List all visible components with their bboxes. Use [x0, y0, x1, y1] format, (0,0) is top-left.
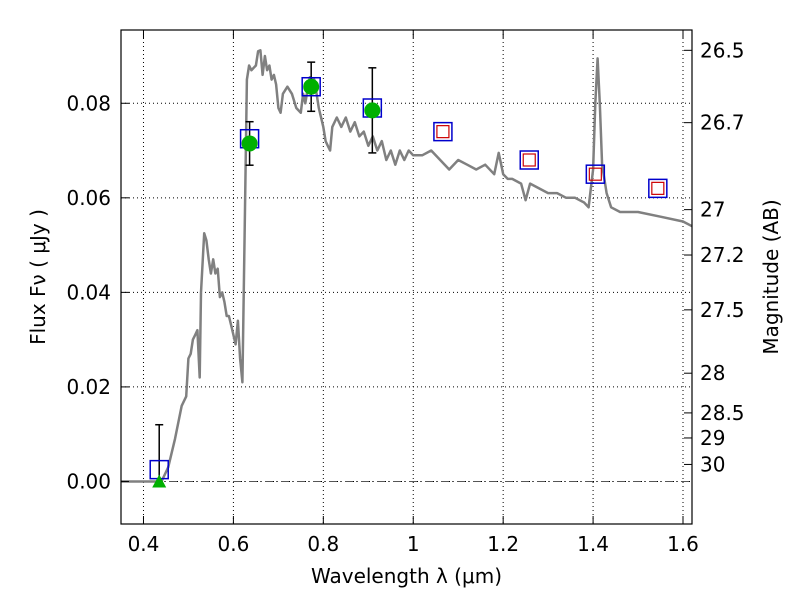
photometry-box — [519, 150, 539, 170]
y-tick-label: 0.08 — [66, 91, 111, 115]
magnitude-tick-label: 28 — [700, 361, 725, 385]
magnitude-tick-label: 27 — [700, 198, 725, 222]
grid-lines — [121, 30, 692, 524]
y-axis-ticks: 0.00 0.02 0.04 0.06 0.08 — [66, 91, 129, 493]
magnitude-tick-label: 28.5 — [700, 401, 745, 425]
y-axis-title: Flux Fν ( μJy ) — [26, 209, 50, 345]
photometry-boxes — [149, 76, 668, 480]
photometry-box — [301, 76, 321, 97]
x-axis-title: Wavelength λ (μm) — [311, 564, 502, 588]
y-tick-label: 0.00 — [66, 469, 111, 493]
x-tick-label: 0.6 — [217, 532, 249, 556]
y-tick-label: 0.02 — [66, 375, 111, 399]
magnitude-axis-title: Magnitude (AB) — [759, 199, 783, 354]
observed-point — [364, 102, 381, 119]
magnitude-tick-label: 26.5 — [700, 38, 745, 62]
observed-point — [241, 135, 258, 152]
model-spectrum-line — [121, 49, 693, 483]
photometry-inner-box — [588, 167, 602, 181]
magnitude-tick-label: 29 — [700, 426, 725, 450]
x-tick-label: 1.4 — [577, 532, 609, 556]
photometry-inner-box — [651, 181, 665, 195]
y-tick-label: 0.06 — [66, 186, 111, 210]
magnitude-tick-label: 30 — [700, 452, 725, 476]
x-tick-label: 1.2 — [487, 532, 519, 556]
x-axis-ticks: 0.4 0.6 0.8 1 1.2 1.4 1.6 — [128, 30, 699, 556]
photometry-box — [433, 121, 453, 142]
photometry-box — [585, 164, 606, 184]
photometry-box — [648, 178, 668, 199]
upper-limit-marker — [152, 474, 167, 488]
plot-frame — [120, 29, 693, 525]
x-tick-label: 1.6 — [667, 532, 699, 556]
observed-points — [152, 78, 381, 488]
magnitude-tick-label: 27.5 — [700, 298, 745, 322]
photometry-inner-box — [522, 153, 536, 167]
magnitude-tick-label: 27.2 — [700, 243, 745, 267]
x-tick-label: 0.8 — [307, 532, 339, 556]
observed-point — [303, 78, 320, 95]
x-tick-label: 0.4 — [128, 532, 160, 556]
photometry-inner-box — [436, 125, 450, 139]
y-tick-label: 0.04 — [66, 280, 111, 304]
magnitude-tick-label: 26.7 — [700, 111, 745, 135]
x-tick-label: 1 — [407, 532, 420, 556]
